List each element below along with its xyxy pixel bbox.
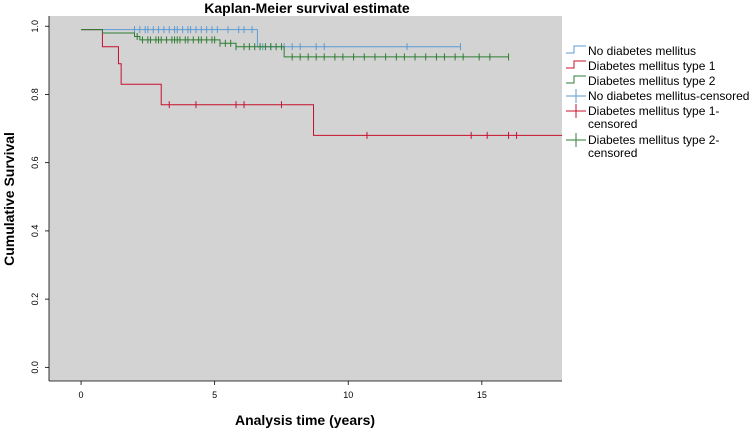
legend-item: Diabetes mellitus type 2 [566,74,716,88]
legend-item: No diabetes mellitus-censored [566,89,749,103]
y-tick-label: 0.8 [30,88,40,101]
legend-item: Diabetes mellitus type 1 [566,59,716,73]
x-tick-label: 0 [79,390,84,400]
y-axis-ticks: 0.0 0.2 0.4 0.6 0.8 1.0 [30,20,49,374]
legend-label: No diabetes mellitus-censored [588,89,749,103]
legend-item: Diabetes mellitus type 2-censored [566,133,719,160]
legend-item: No diabetes mellitus [566,44,696,58]
y-tick-label: 1.0 [30,20,40,33]
x-tick-label: 5 [212,390,217,400]
y-tick-label: 0.2 [30,293,40,306]
legend-label: Diabetes mellitus type 1 [588,59,716,73]
survival-curves [81,26,562,139]
x-tick-label: 10 [343,390,353,400]
y-tick-label: 0.4 [30,225,40,238]
legend-label: Diabetes mellitus type 2-censored [588,133,719,160]
chart-title: Kaplan-Meier survival estimate [204,0,410,16]
legend-label: Diabetes mellitus type 1-censored [588,104,719,131]
legend-label: No diabetes mellitus [588,44,696,58]
legend-item: Diabetes mellitus type 1-censored [566,104,719,131]
x-axis-label: Analysis time (years) [235,412,375,428]
survival-curve-1 [81,29,461,48]
y-tick-label: 0.0 [30,361,40,374]
legend-step-swatch [566,45,586,54]
legend-step-swatch [566,60,586,69]
survival-curve-2 [81,29,562,136]
legend-label: Diabetes mellitus type 2 [588,74,716,88]
legend-step-swatch [566,75,586,84]
plot-area [49,16,562,381]
x-axis-ticks: 0 5 10 15 [79,381,487,400]
x-tick-label: 15 [477,390,487,400]
y-axis-label: Cumulative Survival [1,132,17,266]
y-tick-label: 0.6 [30,156,40,169]
